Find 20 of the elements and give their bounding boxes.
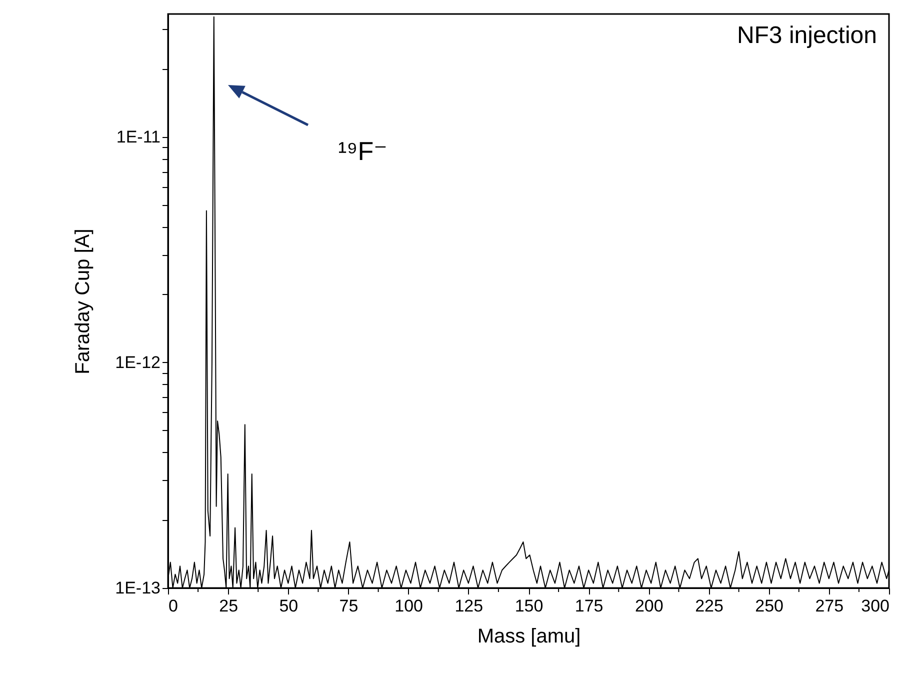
- x-tick-label: 150: [514, 596, 544, 616]
- x-tick-label: 250: [755, 596, 784, 616]
- y-tick-label: 1E-13: [115, 578, 160, 598]
- x-tick-label: 200: [634, 596, 664, 616]
- x-tick-label: 50: [279, 596, 298, 616]
- x-tick-label: 0: [168, 596, 178, 616]
- annotation: ¹⁹F⁻: [338, 136, 388, 166]
- x-tick-label: 75: [339, 596, 358, 616]
- x-tick-label: 300: [861, 596, 890, 616]
- y-axis-title: Faraday Cup [A]: [72, 228, 94, 374]
- x-tick-label: 25: [219, 596, 238, 616]
- x-tick-label: 175: [574, 596, 604, 616]
- x-tick-label: 125: [454, 596, 484, 616]
- y-tick-label: 1E-11: [116, 127, 160, 146]
- y-tick-label: 1E-12: [115, 352, 160, 372]
- x-tick-label: 225: [695, 596, 724, 616]
- x-tick-label: 100: [394, 596, 424, 616]
- x-axis-title: Mass [amu]: [477, 626, 581, 648]
- annotation: NF3 injection: [736, 22, 877, 49]
- x-tick-label: 275: [815, 596, 844, 616]
